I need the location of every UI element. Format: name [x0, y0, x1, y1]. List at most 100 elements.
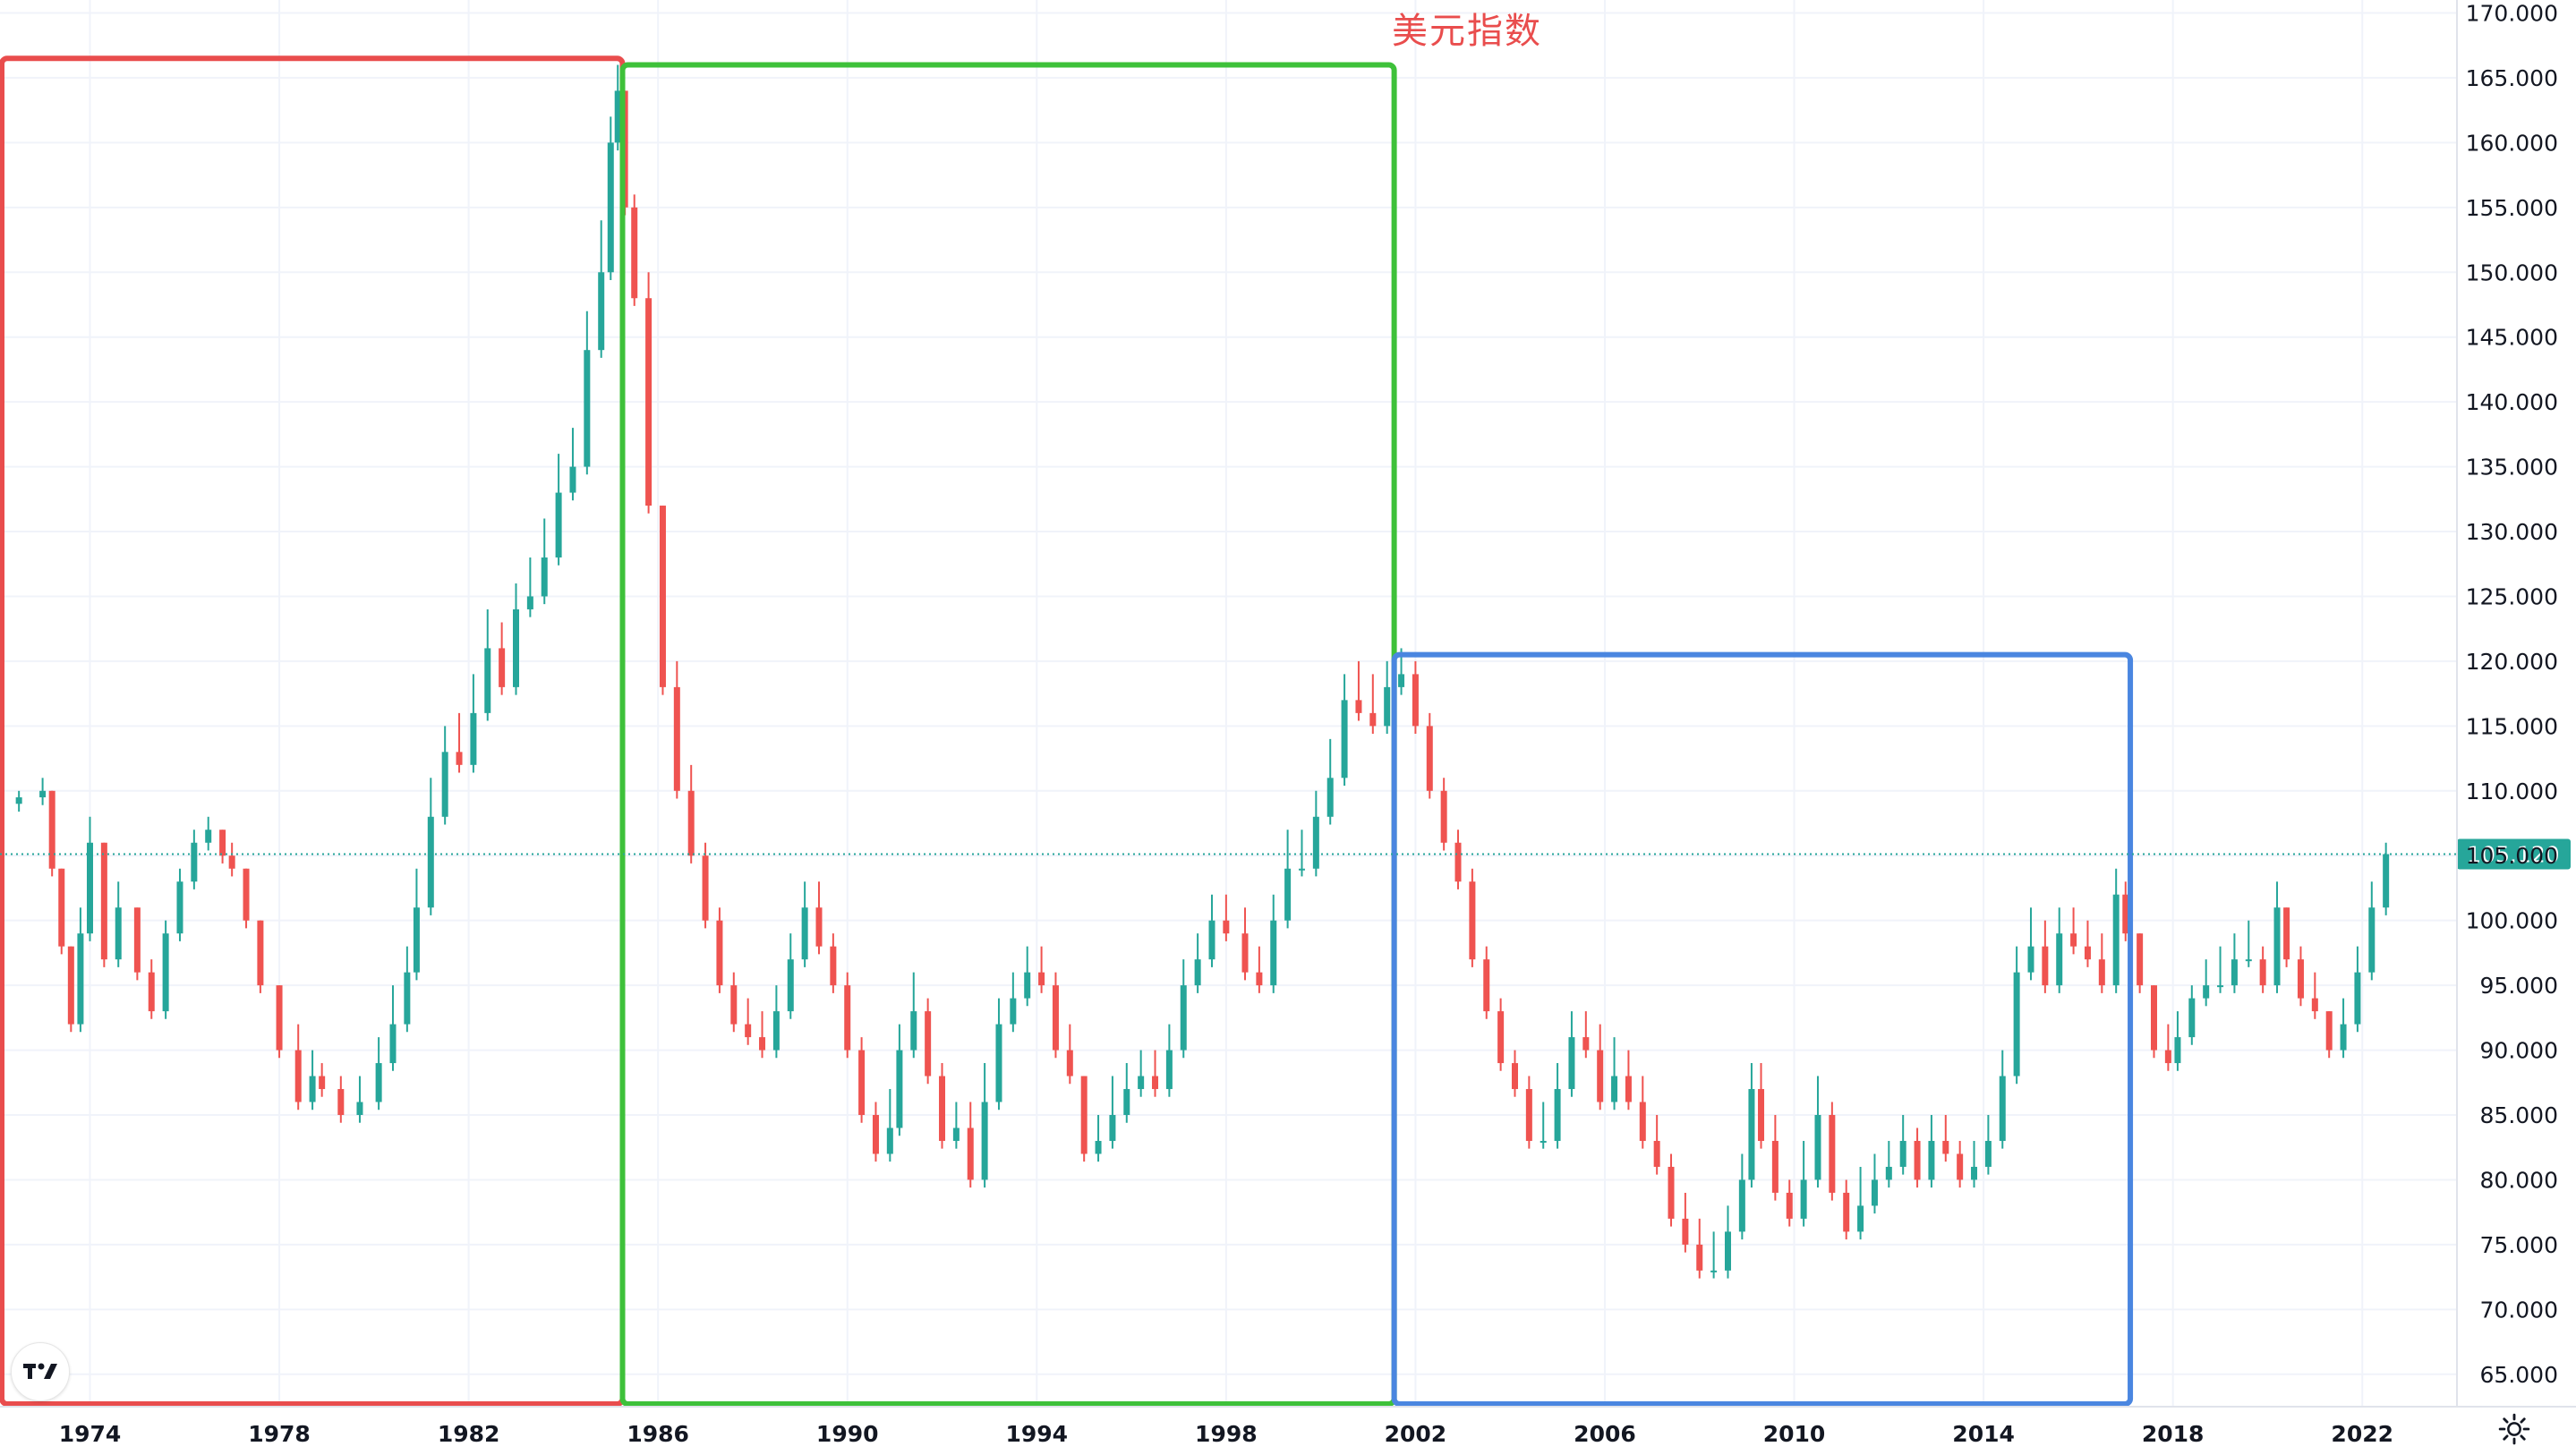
candle-body: [1957, 1153, 1964, 1180]
candle-body: [569, 466, 576, 493]
candle-body: [1052, 985, 1059, 1051]
candle-body: [2354, 972, 2361, 1025]
candle-body: [1971, 1166, 1978, 1180]
chart-title: 美元指数: [1392, 11, 1542, 52]
y-tick-label: 110.000: [2466, 779, 2558, 804]
candle-body: [1223, 920, 1230, 934]
candle-body: [1355, 700, 1362, 713]
candle-body: [67, 946, 74, 1025]
candle-body: [1398, 674, 1405, 687]
candle-body: [1138, 1076, 1145, 1090]
candle-body: [176, 881, 183, 934]
candle-body: [2383, 854, 2390, 908]
candle-body: [2084, 946, 2091, 960]
x-tick-label: 2014: [1952, 1421, 2015, 1447]
candle-body: [2098, 959, 2105, 986]
candle-body: [1786, 1192, 1793, 1219]
period-box: [1391, 651, 2134, 1407]
candle-body: [1814, 1115, 1821, 1180]
x-tick-label: 1974: [59, 1421, 122, 1447]
candle-body: [441, 752, 448, 817]
candle-body: [470, 712, 477, 765]
y-tick-label: 95.000: [2480, 973, 2558, 999]
candle-body: [2259, 959, 2266, 986]
candle-body: [2164, 1050, 2171, 1064]
candle-body: [1748, 1089, 1755, 1180]
candle-body: [148, 972, 155, 1012]
candle-body: [1611, 1076, 1618, 1102]
tradingview-logo[interactable]: [11, 1342, 70, 1401]
y-tick-label: 100.000: [2466, 908, 2558, 934]
candle-body: [1483, 959, 1490, 1012]
candle-body: [1682, 1218, 1689, 1245]
candle-body: [952, 1127, 960, 1141]
candle-body: [162, 933, 169, 1012]
candle-body: [1469, 881, 1476, 960]
candle-body: [1928, 1140, 1935, 1180]
candle-body: [2137, 933, 2144, 986]
candle-body: [1298, 868, 1305, 871]
candle-body: [243, 868, 250, 921]
candle-body: [1582, 1037, 1590, 1051]
candle-body: [910, 1011, 917, 1051]
candle-body: [2056, 933, 2063, 986]
candle-body: [2027, 946, 2034, 973]
x-tick-label: 2018: [2142, 1421, 2205, 1447]
candle-body: [1843, 1192, 1850, 1232]
candle-body: [1738, 1179, 1745, 1232]
candle-body: [815, 907, 823, 947]
candle-body: [2042, 946, 2049, 986]
candle-body: [389, 1024, 397, 1064]
candle-body: [1899, 1140, 1906, 1167]
candle-body: [2112, 894, 2120, 986]
candle-body: [1525, 1089, 1532, 1141]
candle-body: [1440, 790, 1447, 843]
candle-body: [375, 1063, 382, 1102]
y-tick-label: 90.000: [2480, 1038, 2558, 1064]
candle-body: [1942, 1140, 1949, 1154]
candle-body: [456, 752, 463, 765]
candle-body: [1284, 868, 1292, 921]
candle-body: [1152, 1076, 1159, 1090]
candle-body: [2231, 959, 2238, 986]
candle-body: [2188, 998, 2196, 1038]
candle-body: [1165, 1050, 1173, 1090]
candle-body: [319, 1076, 326, 1090]
settings-gear-icon[interactable]: [2497, 1412, 2531, 1446]
candle-body: [1871, 1179, 1878, 1206]
y-tick-label: 125.000: [2466, 583, 2558, 609]
candle-body: [228, 855, 235, 869]
candle-body: [526, 596, 533, 609]
candle-body: [759, 1037, 766, 1051]
candle-body: [404, 972, 411, 1025]
candle-body: [1123, 1089, 1130, 1116]
candle-body: [1256, 972, 1263, 986]
candle-body: [1497, 1011, 1505, 1064]
candle-body: [1771, 1140, 1778, 1193]
y-tick-label: 70.000: [2480, 1297, 2558, 1323]
period-boxes: [0, 55, 2134, 1408]
period-box: [0, 55, 626, 1407]
y-tick-label: 145.000: [2466, 325, 2558, 351]
candle-body: [1999, 1076, 2006, 1141]
y-tick-label: 85.000: [2480, 1102, 2558, 1128]
y-tick-label: 135.000: [2466, 455, 2558, 481]
candle-body: [1857, 1205, 1864, 1232]
candle-body: [1597, 1050, 1604, 1102]
candle-body: [2311, 998, 2318, 1012]
y-tick-label: 160.000: [2466, 130, 2558, 156]
y-tick-label: 155.000: [2466, 195, 2558, 221]
candle-body: [1080, 1076, 1088, 1154]
candle-body: [981, 1102, 988, 1180]
candle-body: [1511, 1063, 1518, 1090]
candle-body: [772, 1011, 780, 1051]
candle-body: [2122, 894, 2129, 934]
candle-body: [1653, 1140, 1660, 1167]
x-tick-label: 1994: [1005, 1421, 1068, 1447]
candle-body: [1412, 674, 1419, 727]
candle-body: [77, 933, 84, 1025]
candle-body: [1639, 1102, 1646, 1141]
candle-body: [830, 946, 837, 986]
